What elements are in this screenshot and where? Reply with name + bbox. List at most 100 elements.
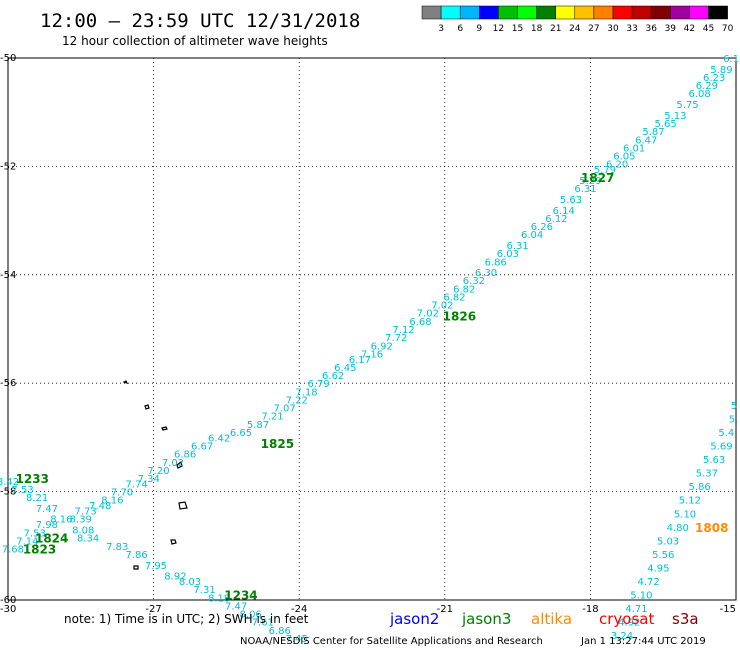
wave-height-value: 7.12 xyxy=(392,325,414,336)
satellite-legend: jason2 jason3 altika cryosat s3a xyxy=(389,610,699,628)
wave-height-value: 7.74 xyxy=(125,479,147,490)
wave-height-value: 8.42 xyxy=(0,477,19,488)
wave-height-value: 5.03 xyxy=(657,536,679,547)
chart-title: 12:00 – 23:59 UTC 12/31/2018 xyxy=(40,10,360,32)
pass-time-label: 1825 xyxy=(261,437,294,451)
y-tick-label: -60 xyxy=(0,595,16,606)
wave-height-value: 8.18 xyxy=(208,593,230,604)
island-shape xyxy=(122,380,129,385)
wave-height-value: 5.13 xyxy=(664,111,686,122)
colorbar-swatch xyxy=(555,5,576,20)
y-tick-label: -56 xyxy=(0,378,16,389)
x-tick-label: -30 xyxy=(0,604,16,615)
wave-height-value: 7.02 xyxy=(417,309,439,320)
colorbar-swatch xyxy=(479,5,499,20)
wave-height-value: 8.34 xyxy=(77,534,99,545)
wave-height-value: 4.95 xyxy=(647,563,669,574)
colorbar-swatch xyxy=(670,5,690,20)
wave-height-value: 5 xyxy=(731,401,737,412)
wave-height-value: 6.86 xyxy=(174,450,196,461)
wave-height-value: 7.48 xyxy=(89,501,111,512)
pass-time-label: 1824 xyxy=(35,532,68,546)
pass-time-label: 1826 xyxy=(443,309,476,323)
wave-height-value: 6.86 xyxy=(269,626,291,637)
wave-height-value: 7.21 xyxy=(261,412,283,423)
wave-height-value: 7.47 xyxy=(225,601,247,612)
wave-height-value: 5.10 xyxy=(674,509,696,520)
colorbar-swatch xyxy=(440,5,461,20)
wave-height-values: 6.15.896.236.296.085.755.135.655.876.476… xyxy=(0,54,739,645)
colorbar-label: 27 xyxy=(588,24,599,34)
wave-height-value: 5.75 xyxy=(676,100,698,111)
wave-height-value: 5.87 xyxy=(642,127,664,138)
colorbar-swatch xyxy=(631,5,652,20)
x-tick-label: -21 xyxy=(437,604,453,615)
wave-height-value: 5.29 xyxy=(579,176,601,187)
wave-height-value: 6.65 xyxy=(230,428,252,439)
wave-height-value: 5.89 xyxy=(710,65,732,76)
wave-height-value: 5.87 xyxy=(247,420,269,431)
colorbar-label: 36 xyxy=(645,24,657,34)
wave-height-value: 7.53 xyxy=(24,528,46,539)
island-shape xyxy=(170,539,177,545)
wave-height-value: 6.29 xyxy=(696,81,718,92)
wave-height-value: 7.34 xyxy=(138,474,160,485)
wave-height-value: 6.62 xyxy=(322,371,344,382)
wave-height-value: 7.14 xyxy=(16,536,38,547)
wave-height-value: 3.24 xyxy=(611,631,633,642)
pass-time-label: 1823 xyxy=(23,543,56,557)
wave-height-value: 8.16 xyxy=(50,515,72,526)
wave-height-value: 6.79 xyxy=(307,379,329,390)
colorbar-swatch xyxy=(536,5,556,20)
colorbar-label: 15 xyxy=(512,24,523,34)
wave-height-value: 7.20 xyxy=(147,466,169,477)
pass-time-label: 1233 xyxy=(16,472,49,486)
wave-height-value: 6.23 xyxy=(703,73,725,84)
colorbar-label: 21 xyxy=(550,24,561,34)
wave-height-value: 7.83 xyxy=(106,542,128,553)
colorbar-label: 18 xyxy=(531,24,543,34)
wave-height-value: 5.56 xyxy=(652,550,674,561)
wave-height-value: 7.70 xyxy=(111,488,133,499)
wave-height-value: 6.82 xyxy=(443,292,465,303)
colorbar-label: 3 xyxy=(438,24,444,34)
wave-height-value: 7.18 xyxy=(295,387,317,398)
colorbar-swatch xyxy=(650,5,671,20)
island-shape xyxy=(161,426,168,431)
island-shape xyxy=(144,404,150,410)
axis-ticks: -30 -27 -24 -21 -18 -15 -50 -52 -54 -56 -58 -60 xyxy=(0,53,736,615)
wave-height-value: 6.31 xyxy=(574,184,596,195)
wave-height-value: 7.45 xyxy=(286,634,308,645)
wave-height-value: 6.04 xyxy=(521,230,543,241)
wave-height-value: 7.22 xyxy=(286,395,308,406)
wave-height-value: 6.14 xyxy=(553,206,575,217)
island-shape xyxy=(178,501,188,510)
pass-time-label: 1234 xyxy=(224,589,257,603)
island-shape xyxy=(176,460,183,469)
wave-height-value: 7.02 xyxy=(431,301,453,312)
wave-height-value: 5.63 xyxy=(560,195,582,206)
wave-height-value: 6.26 xyxy=(531,222,553,233)
wave-height-value: 5.37 xyxy=(696,469,718,480)
wave-height-value: 6.01 xyxy=(623,143,645,154)
wave-height-value: 8.92 xyxy=(164,572,186,583)
colorbar-swatch xyxy=(459,5,480,20)
wave-height-value: 8.16 xyxy=(101,496,123,507)
wave-height-value: 7.61 xyxy=(252,618,274,629)
colorbar-label: 33 xyxy=(626,24,637,34)
colorbar-swatch xyxy=(593,5,614,20)
colorbar-label: 9 xyxy=(476,24,482,34)
wave-height-value: 8.39 xyxy=(70,515,92,526)
colorbar-label: 30 xyxy=(607,24,619,34)
satellite-legend-entry: cryosat xyxy=(599,610,654,628)
x-tick-label: -27 xyxy=(145,604,161,615)
wave-height-value: 7.31 xyxy=(193,585,215,596)
grid-lines xyxy=(8,58,736,600)
wave-height-value: 8.21 xyxy=(26,493,48,504)
satellite-legend-entry: jason2 xyxy=(389,610,439,628)
wave-height-value: 4.72 xyxy=(638,577,660,588)
y-tick-label: -50 xyxy=(0,53,16,64)
wave-height-value: 6.05 xyxy=(613,152,635,163)
wave-height-value: 7.47 xyxy=(36,504,58,515)
